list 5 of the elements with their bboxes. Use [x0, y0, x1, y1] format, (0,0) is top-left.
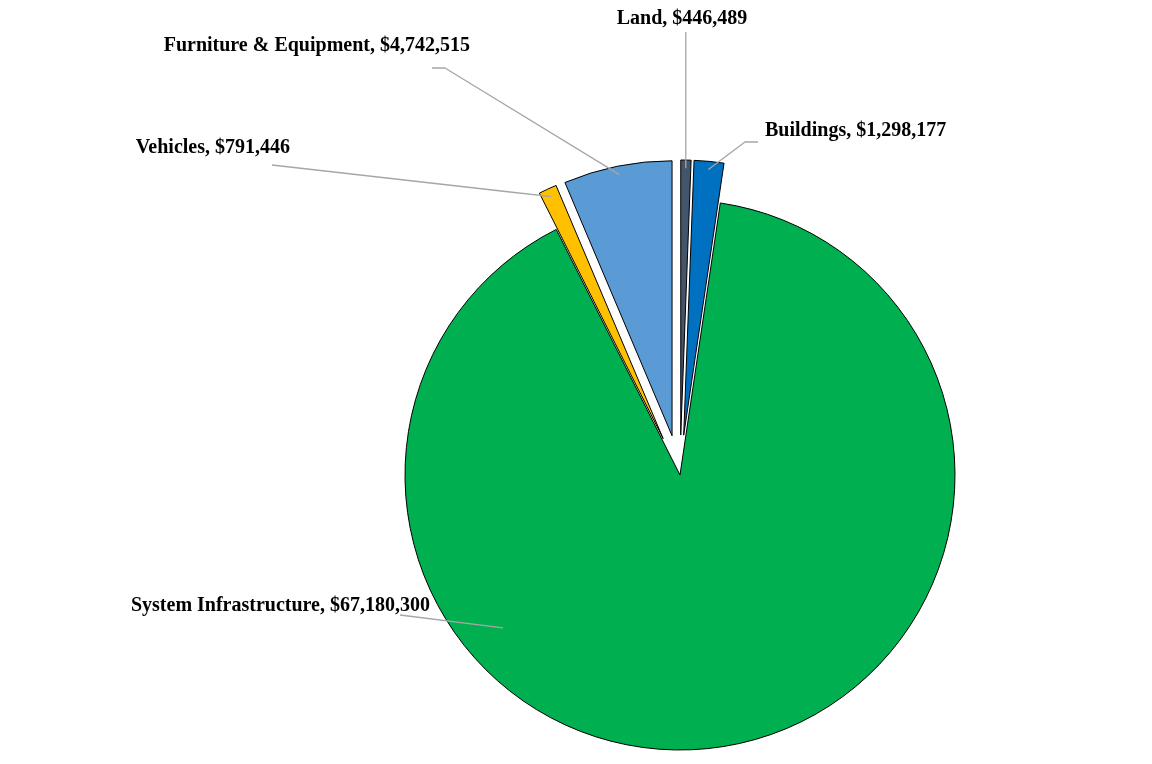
- slice-label: System Infrastructure, $67,180,300: [130, 593, 430, 616]
- slice-label: Vehicles, $791,446: [135, 135, 290, 157]
- slice-label: Land, $446,489: [616, 6, 748, 28]
- slice-label: Furniture & Equipment, $4,742,515: [163, 33, 470, 56]
- slice-label: Buildings, $1,298,177: [765, 118, 947, 141]
